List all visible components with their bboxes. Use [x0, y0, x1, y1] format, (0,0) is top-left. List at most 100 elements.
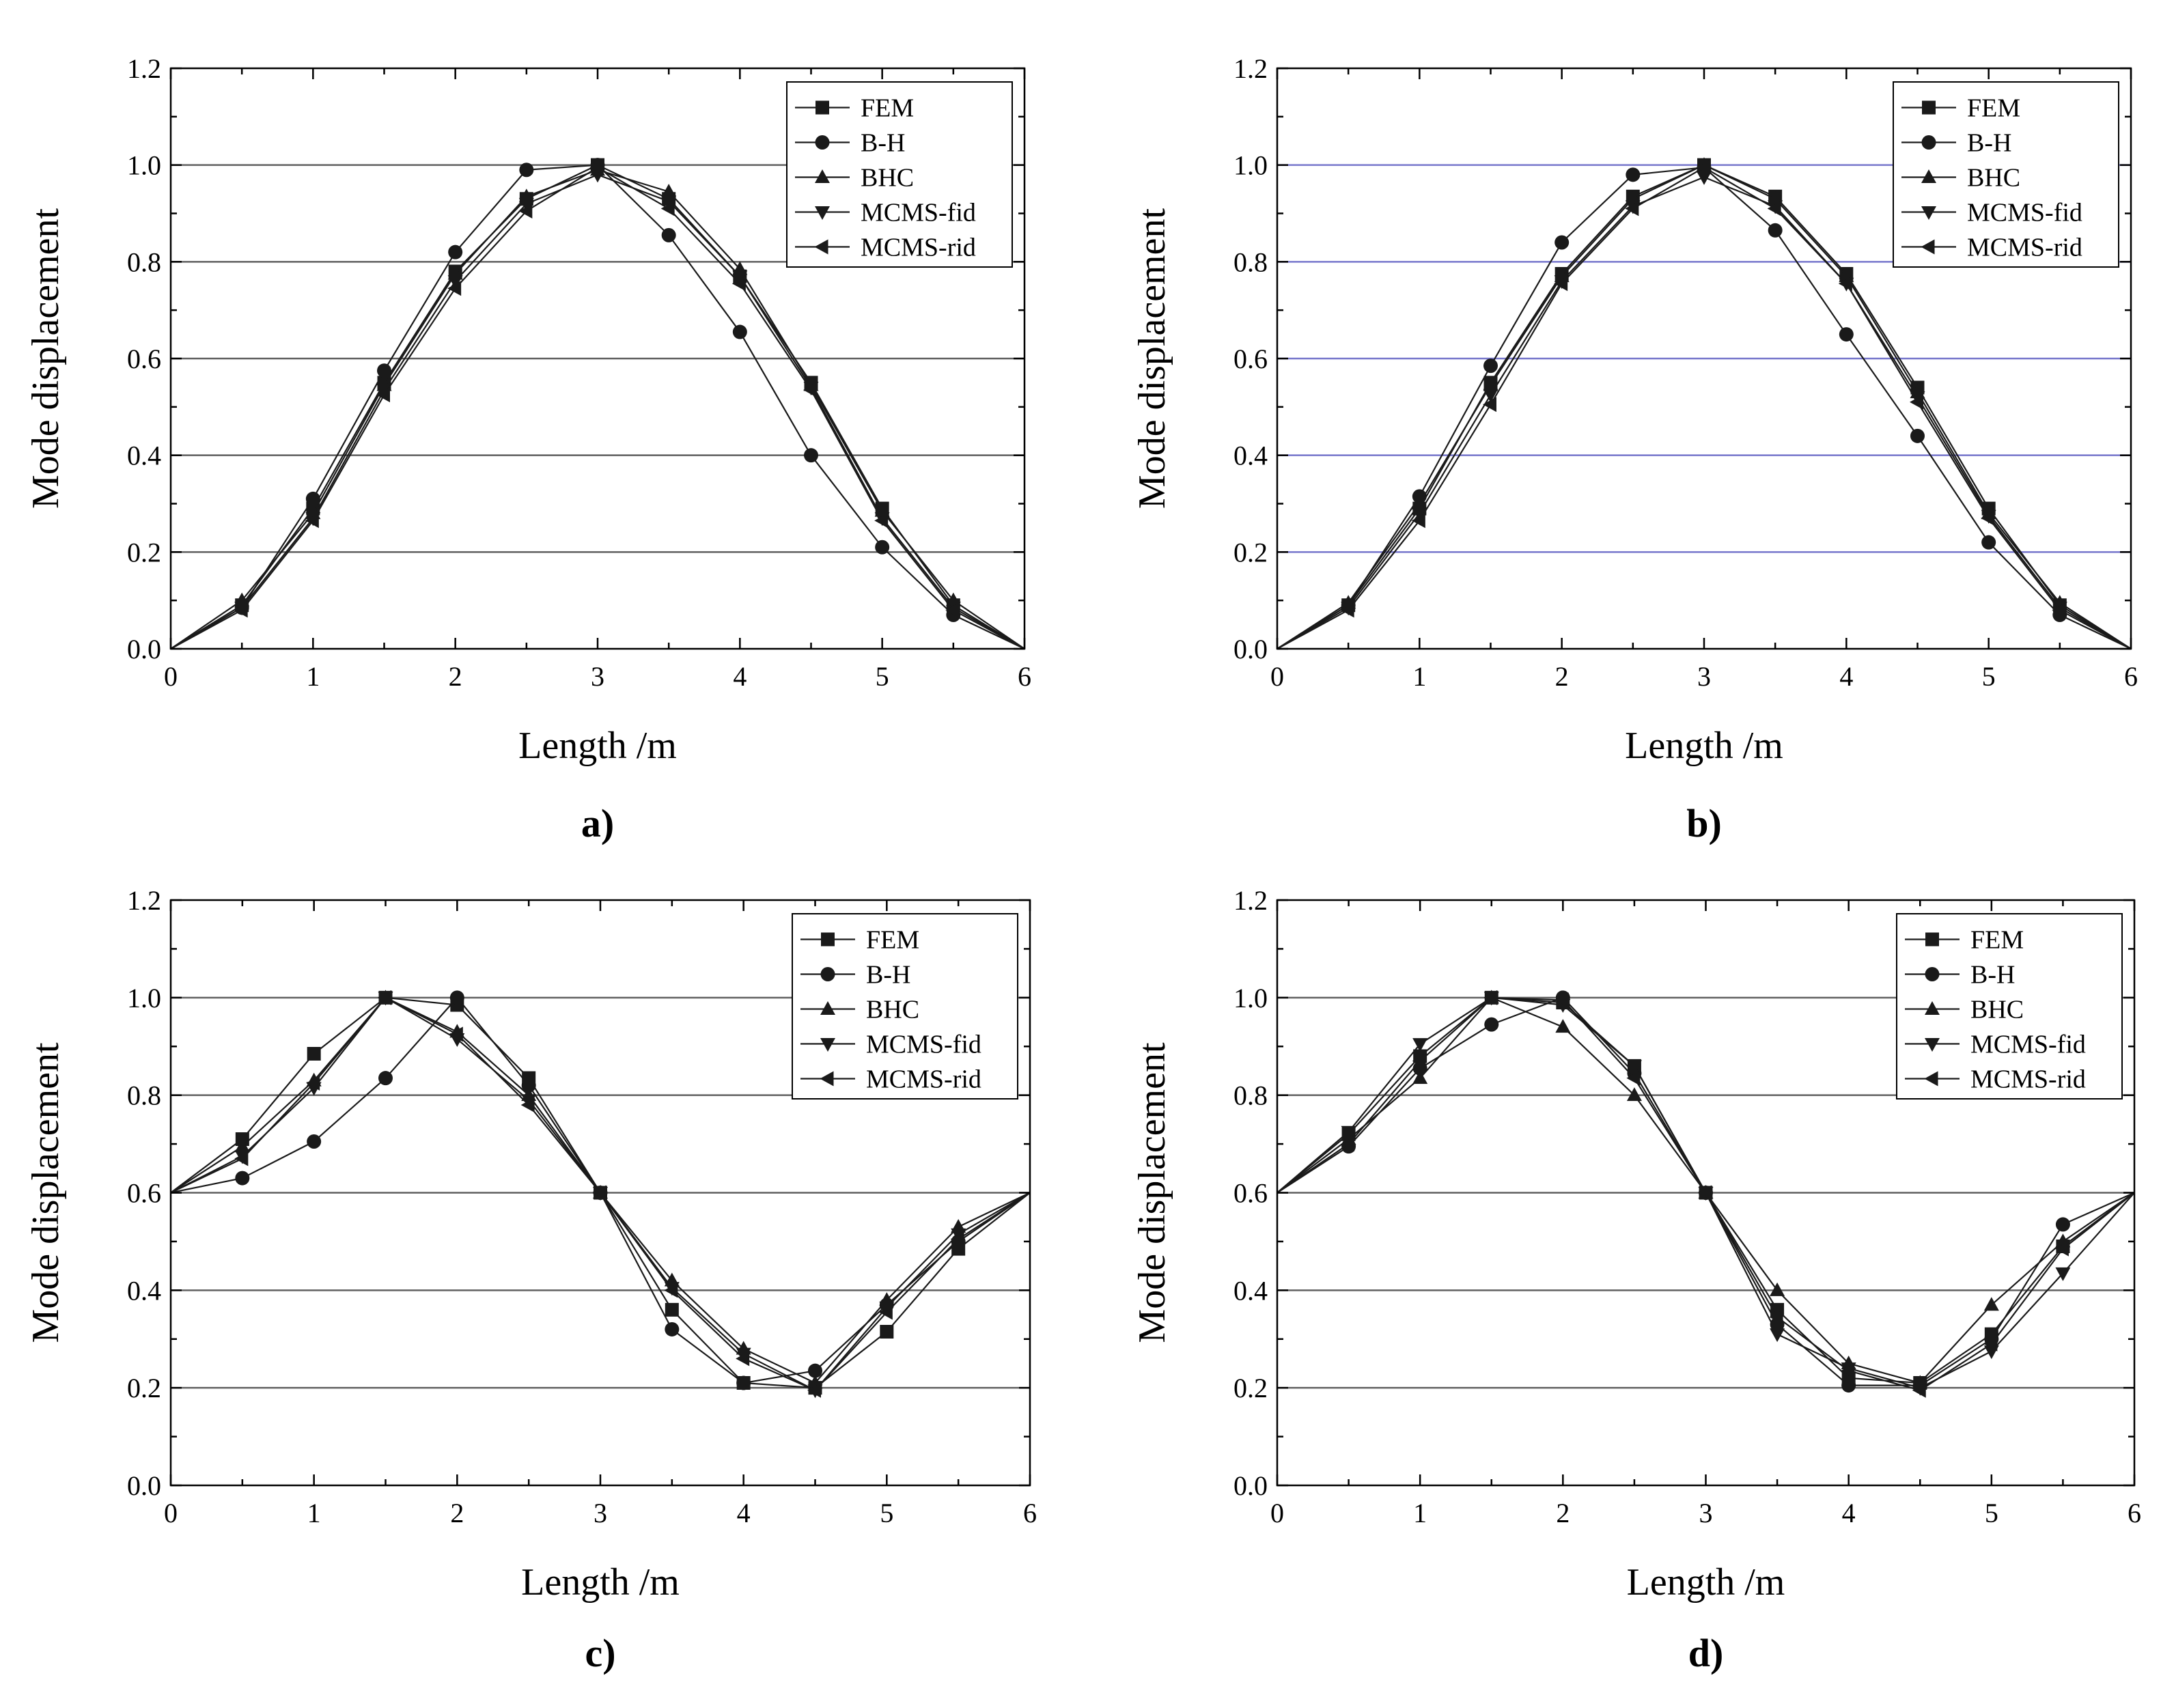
data-point [880, 1325, 894, 1339]
data-point [378, 990, 391, 1005]
legend-marker [815, 100, 829, 115]
legend-marker [1922, 100, 1936, 115]
data-point [1626, 1060, 1642, 1074]
y-tick-label: 0.4 [1233, 1275, 1268, 1306]
legend-item-fem: FEM [800, 926, 919, 955]
data-point [1484, 1017, 1499, 1032]
data-point [1341, 1136, 1355, 1152]
y-axis-ticks: 0.0 0.2 0.4 0.6 0.8 1.0 1.2 [1233, 53, 2131, 664]
y-tick-label: 0.4 [127, 440, 161, 471]
legend: FEM B-H BHC MCMS-fid MCMS-rid [786, 81, 1013, 268]
x-tick-label: 1 [1412, 661, 1426, 692]
legend-item-mcms-fid: MCMS-fid [1901, 199, 2082, 227]
y-tick-label: 1.0 [127, 150, 161, 181]
legend-label: BHC [1970, 996, 2024, 1024]
y-axis-title: Mode displacement [25, 208, 67, 509]
data-point [1483, 990, 1498, 1005]
data-point [1983, 1336, 1998, 1352]
y-axis-ticks: 0.0 0.2 0.4 0.6 0.8 1.0 1.2 [127, 53, 1024, 664]
data-point [732, 270, 748, 285]
x-tick-label: 3 [591, 661, 604, 692]
legend-item-mcms-fid: MCMS-fid [1905, 1031, 2086, 1059]
y-tick-label: 0.2 [1233, 537, 1268, 568]
legend-label: FEM [861, 94, 914, 123]
legend-item-b-h: B-H [1901, 129, 2011, 158]
data-point [1912, 1382, 1926, 1398]
data-point [1412, 1038, 1428, 1052]
data-point [1555, 1019, 1571, 1033]
data-point [1411, 513, 1425, 529]
data-point [661, 195, 677, 210]
x-axis-ticks: 0 1 2 3 4 5 6 [1270, 900, 2141, 1528]
y-tick-label: 0.4 [127, 1275, 161, 1306]
data-point [1483, 359, 1498, 374]
x-tick-label: 5 [1985, 1498, 1998, 1528]
data-point [1554, 276, 1568, 292]
y-tick-label: 0.0 [127, 1470, 161, 1501]
panel-caption: d) [1688, 1631, 1724, 1675]
data-point [874, 513, 889, 529]
legend-marker [815, 206, 830, 220]
legend-item-bhc: BHC [1901, 164, 2020, 193]
legend-marker [1925, 1001, 1940, 1015]
data-point [665, 1321, 680, 1336]
legend-label: BHC [861, 164, 914, 193]
x-axis-ticks: 0 1 2 3 4 5 6 [164, 68, 1031, 692]
legend-label: B-H [1967, 129, 2011, 158]
data-point [808, 1363, 822, 1378]
x-axis-title: Length /m [518, 725, 677, 767]
data-point [950, 1231, 964, 1247]
x-tick-label: 2 [1555, 661, 1569, 692]
y-tick-label: 0.0 [1233, 634, 1268, 664]
data-point [234, 602, 248, 618]
chart-panel-2: 0 1 2 3 4 5 6 0.0 0.2 0.4 0.6 0.8 1.0 1.2 Length /m Mod… [1131, 53, 2138, 845]
legend-label: B-H [866, 961, 910, 990]
legend-item-mcms-rid: MCMS-rid [800, 1065, 981, 1094]
y-tick-label: 0.0 [1233, 1470, 1268, 1501]
legend-label: MCMS-rid [861, 234, 976, 262]
x-tick-label: 6 [2124, 661, 2138, 692]
data-point [732, 324, 747, 339]
x-axis-ticks: 0 1 2 3 4 5 6 [1270, 68, 2138, 692]
chart-panel-1: 0 1 2 3 4 5 6 0.0 0.2 0.4 0.6 0.8 1.0 1.2 Length /m Mod… [25, 53, 1031, 845]
y-tick-label: 0.6 [127, 344, 161, 374]
data-point [804, 448, 818, 463]
legend-marker [820, 967, 835, 981]
x-tick-label: 2 [450, 1498, 464, 1528]
data-point [448, 244, 463, 260]
data-point [447, 281, 462, 296]
y-tick-label: 0.2 [127, 1373, 161, 1403]
data-point [1696, 160, 1710, 176]
y-axis-title: Mode displacement [25, 1042, 67, 1343]
legend: FEM B-H BHC MCMS-fid MCMS-rid [1893, 81, 2119, 268]
data-point [306, 1075, 320, 1091]
y-tick-label: 1.2 [127, 53, 161, 84]
series-mcms-rid [1277, 990, 2135, 1398]
data-point [520, 1097, 535, 1112]
legend-marker [1924, 1071, 1938, 1087]
data-point [660, 201, 675, 216]
grid-lines [1277, 164, 2131, 553]
data-point [378, 1071, 393, 1086]
data-point [1770, 1282, 1785, 1296]
legend-marker [1921, 135, 1936, 150]
legend-label: B-H [861, 129, 905, 158]
data-point [1412, 1053, 1426, 1069]
legend-item-b-h: B-H [1905, 961, 2015, 990]
data-point [1697, 171, 1712, 185]
data-point [519, 163, 534, 178]
series-mcms-rid [170, 160, 1025, 649]
y-axis-ticks: 0.0 0.2 0.4 0.6 0.8 1.0 1.2 [1233, 885, 2134, 1501]
data-point [447, 275, 463, 290]
x-tick-label: 1 [1413, 1498, 1427, 1528]
data-point [1839, 327, 1854, 342]
legend-item-mcms-fid: MCMS-fid [795, 199, 976, 227]
y-tick-label: 0.2 [127, 537, 161, 568]
data-point [1626, 167, 1641, 182]
data-point [878, 1304, 893, 1320]
data-point [665, 1302, 679, 1317]
legend-label: MCMS-fid [1967, 199, 2082, 227]
x-tick-label: 0 [1270, 661, 1284, 692]
data-point [1483, 389, 1498, 403]
